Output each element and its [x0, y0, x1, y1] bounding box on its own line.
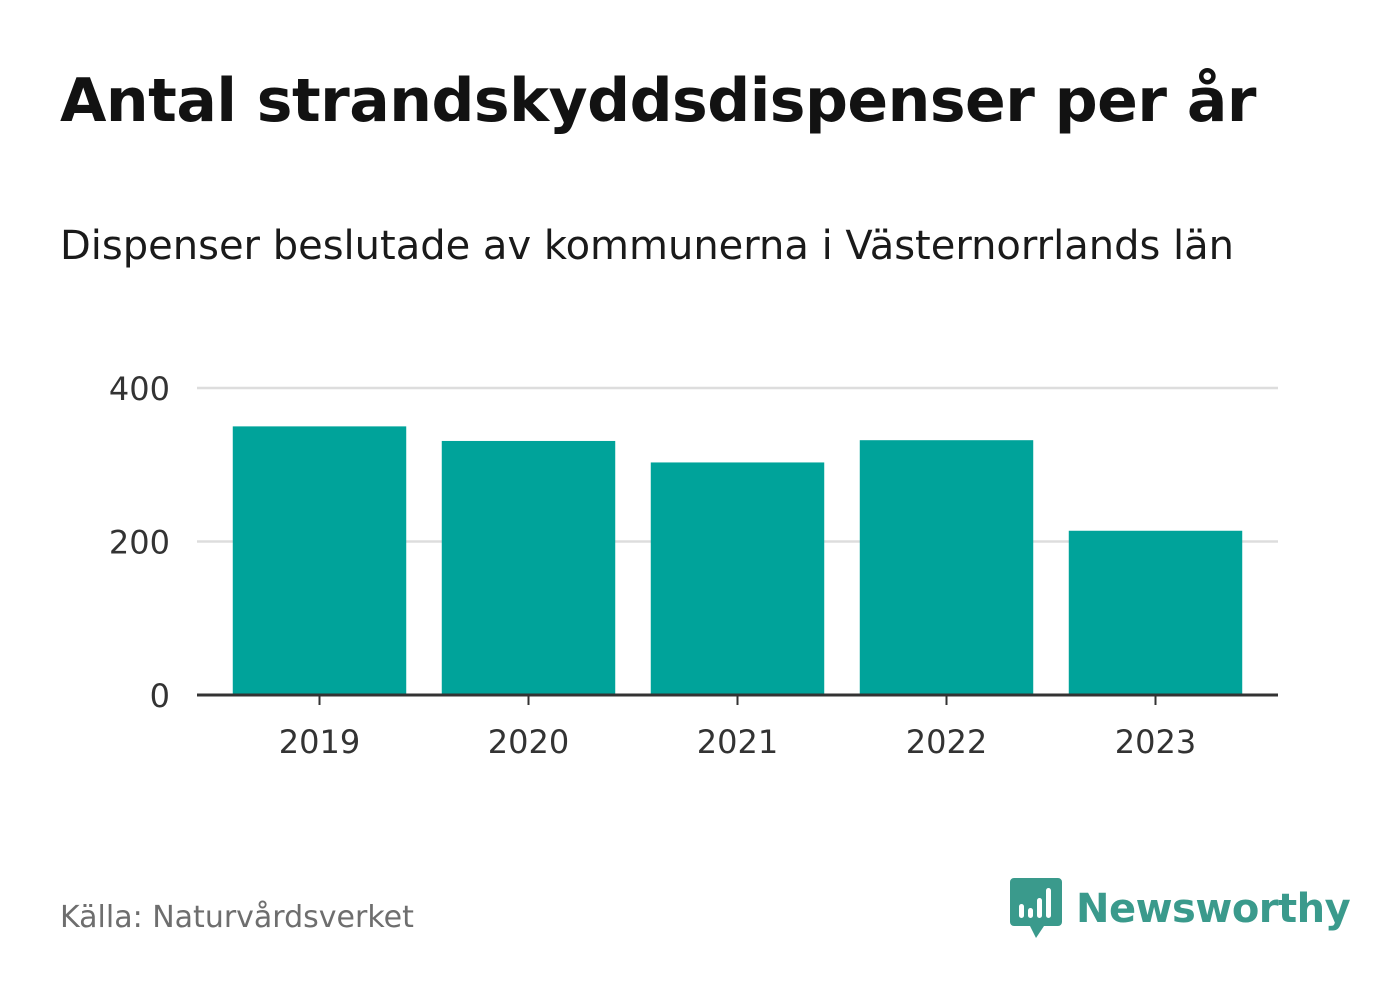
bar	[232, 426, 407, 695]
bar	[859, 440, 1034, 695]
brand-logo: Newsworthy	[1010, 878, 1351, 940]
x-tick-label: 2020	[488, 723, 569, 761]
chart-subtitle: Dispenser beslutade av kommunerna i Väst…	[60, 223, 1234, 269]
chart-title: Antal strandskyddsdispenser per år	[60, 66, 1256, 136]
y-tick-label: 0	[150, 677, 170, 715]
x-tick-label: 2021	[697, 723, 778, 761]
bar	[1068, 530, 1243, 695]
x-tick-label: 2022	[906, 723, 987, 761]
bar	[441, 440, 616, 695]
bar	[650, 462, 825, 695]
x-tick-label: 2019	[279, 723, 360, 761]
x-tick-label: 2023	[1115, 723, 1196, 761]
y-tick-label: 400	[109, 370, 170, 408]
brand-name: Newsworthy	[1076, 886, 1351, 932]
y-tick-label: 200	[109, 524, 170, 562]
source-note: Källa: Naturvårdsverket	[60, 900, 414, 935]
bar-chart-speech-bubble-icon	[1010, 878, 1062, 938]
